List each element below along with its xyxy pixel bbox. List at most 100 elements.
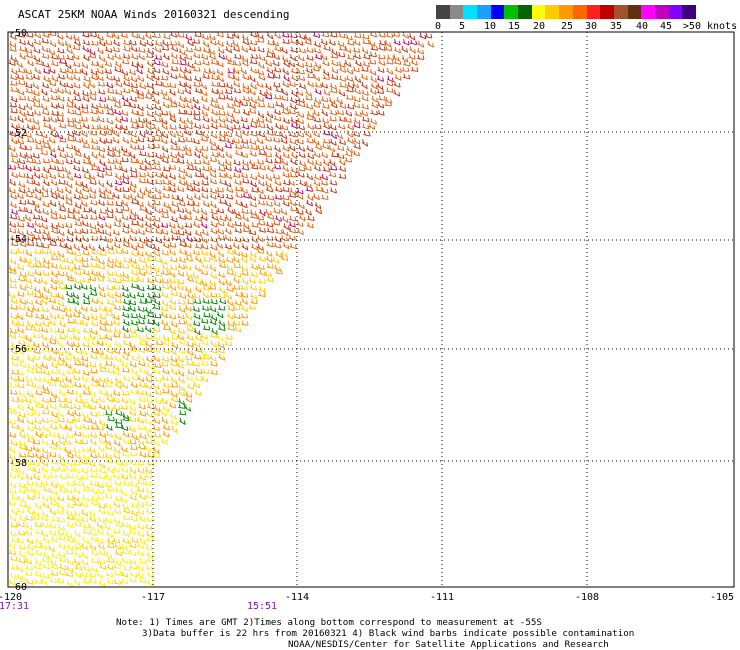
wind-barb <box>297 171 305 178</box>
wind-barb <box>274 236 282 243</box>
wind-barb <box>138 53 145 61</box>
wind-barb <box>312 138 320 146</box>
wind-barb <box>144 227 153 233</box>
wind-barb <box>67 121 75 127</box>
wind-barb <box>59 67 67 74</box>
wind-barb <box>58 255 66 263</box>
wind-barb <box>57 39 65 47</box>
wind-barb <box>9 192 17 200</box>
wind-barb <box>59 563 67 571</box>
wind-barb <box>233 263 241 269</box>
wind-barb <box>145 241 153 249</box>
wind-barb <box>378 95 386 101</box>
wind-barb <box>169 206 176 214</box>
wind-barb <box>82 292 90 300</box>
wind-barb <box>26 110 34 117</box>
wind-barb <box>353 39 361 46</box>
wind-barb <box>171 234 179 241</box>
wind-barb <box>35 528 43 535</box>
wind-barb <box>409 39 418 46</box>
wind-barb <box>424 32 433 39</box>
wind-barb <box>202 284 210 291</box>
wind-barb <box>56 222 65 229</box>
wind-barb <box>82 523 90 529</box>
wind-barb <box>83 173 91 180</box>
wind-barb <box>250 82 257 90</box>
wind-barb <box>98 580 106 588</box>
wind-barb <box>209 38 217 46</box>
wind-barb <box>48 338 57 345</box>
wind-barb <box>17 537 25 544</box>
legend-swatch <box>531 5 546 19</box>
wind-barb <box>345 34 353 41</box>
wind-barb <box>40 543 48 550</box>
wind-barb <box>96 425 104 431</box>
wind-barb <box>280 124 289 131</box>
lat-label-60: -60 <box>9 582 27 593</box>
wind-barb <box>297 111 305 118</box>
wind-barb <box>65 158 73 165</box>
wind-barb <box>50 465 59 472</box>
wind-barb <box>275 228 283 235</box>
wind-barb <box>104 481 113 488</box>
wind-barb <box>201 123 210 130</box>
wind-barb <box>352 47 361 53</box>
wind-barb <box>130 276 139 283</box>
wind-barb <box>321 194 329 200</box>
wind-barb <box>225 292 233 300</box>
wind-barb <box>154 397 162 405</box>
wind-barb <box>88 193 96 199</box>
wind-barb <box>121 451 130 457</box>
wind-barb <box>160 110 169 116</box>
wind-barb <box>64 311 73 318</box>
wind-barb <box>168 327 176 335</box>
wind-barb <box>234 166 242 173</box>
wind-barb <box>338 89 346 97</box>
wind-barb <box>346 67 354 75</box>
wind-barb <box>65 152 74 159</box>
wind-barb <box>42 572 50 579</box>
wind-barb <box>104 443 113 450</box>
wind-barb <box>26 537 34 545</box>
wind-barb <box>123 332 131 339</box>
wind-barb <box>139 205 147 212</box>
wind-barb <box>88 80 96 88</box>
wind-barb <box>202 115 210 123</box>
wind-barb <box>378 31 386 38</box>
wind-barb <box>41 191 49 198</box>
wind-barb <box>9 74 18 81</box>
wind-barb <box>130 227 138 235</box>
wind-barb <box>290 117 298 124</box>
wind-barb <box>162 201 170 209</box>
wind-barb <box>43 486 51 493</box>
wind-barb <box>33 409 41 417</box>
wind-barb <box>82 389 91 395</box>
wind-barb <box>323 44 331 51</box>
wind-barb <box>306 137 314 144</box>
wind-barb <box>66 536 74 543</box>
wind-barb <box>234 325 242 333</box>
wind-barb <box>290 96 298 104</box>
wind-barb <box>41 138 49 145</box>
wind-barb <box>154 110 162 118</box>
wind-barb <box>200 89 208 97</box>
wind-barb <box>25 445 33 452</box>
wind-barb <box>51 361 58 369</box>
wind-barb <box>384 101 392 107</box>
wind-barb <box>184 404 192 412</box>
wind-barb <box>104 493 113 499</box>
wind-barb <box>114 236 122 243</box>
wind-barb <box>33 382 41 390</box>
wind-barb <box>120 360 128 368</box>
wind-barb <box>27 187 35 194</box>
wind-barb <box>347 82 355 89</box>
wind-barb <box>240 251 248 258</box>
wind-barb <box>281 158 289 166</box>
wind-barb <box>218 94 226 100</box>
wind-barb <box>51 304 59 311</box>
wind-barb <box>168 248 176 256</box>
wind-barb <box>35 481 43 488</box>
wind-barb <box>49 199 57 207</box>
wind-barb <box>122 430 130 438</box>
wind-barb <box>105 457 113 464</box>
